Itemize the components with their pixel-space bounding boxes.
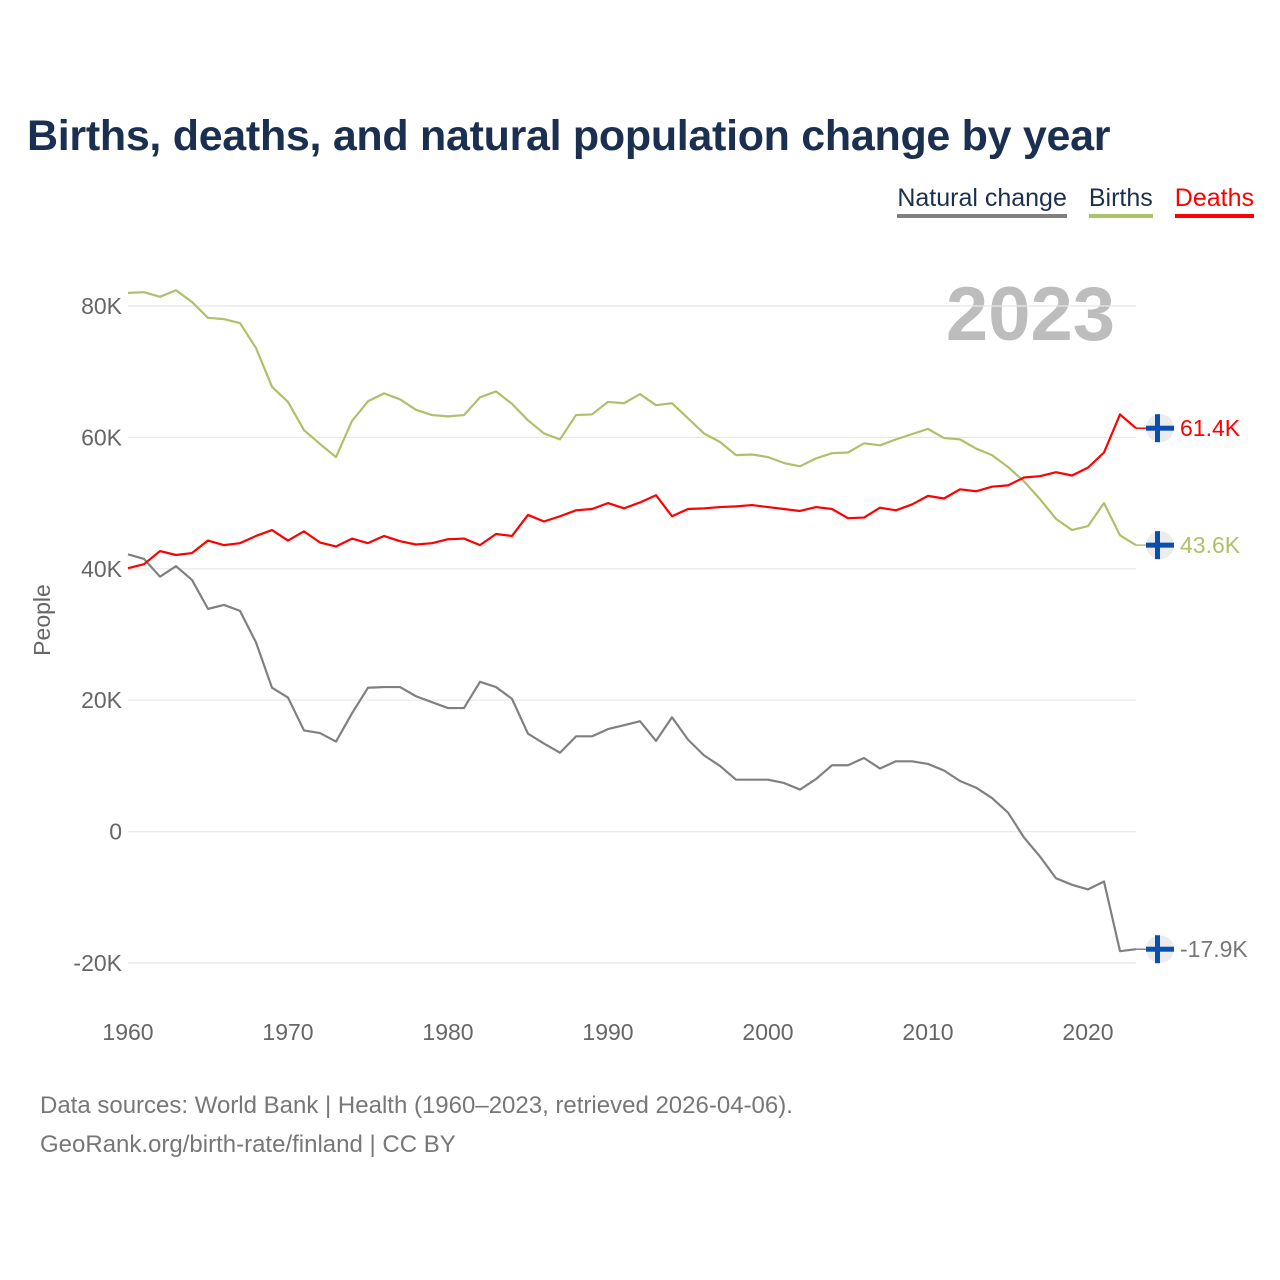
series-line-births — [127, 289, 1137, 547]
attribution-link[interactable]: GeoRank.org/birth-rate/finland | CC BY — [40, 1131, 456, 1158]
legend-natural-change[interactable]: Natural change — [897, 184, 1067, 218]
legend-deaths[interactable]: Deaths — [1174, 184, 1254, 218]
y-tick-label: 0 — [109, 819, 122, 845]
series-line-deaths — [127, 413, 1137, 570]
finland-flag-cross-v — [1155, 414, 1160, 443]
legend: Natural change Births Deaths — [897, 184, 1254, 218]
data-source-note: Data sources: World Bank | Health (1960–… — [40, 1092, 793, 1119]
x-tick-label: 1980 — [422, 1019, 473, 1045]
legend-births[interactable]: Births — [1088, 184, 1153, 218]
year-watermark: 2023 — [946, 272, 1115, 357]
y-tick-label: 40K — [81, 556, 123, 582]
x-tick-label: 1960 — [102, 1019, 153, 1045]
end-value-label: 61.4K — [1180, 415, 1241, 441]
x-tick-label: 1970 — [262, 1019, 313, 1045]
y-tick-label: -20K — [73, 950, 122, 976]
series-line-natural-change — [127, 553, 1137, 953]
chart-title: Births, deaths, and natural population c… — [27, 112, 1111, 160]
end-value-label: -17.9K — [1180, 936, 1248, 962]
x-tick-label: 1990 — [582, 1019, 633, 1045]
x-tick-label: 2010 — [902, 1019, 953, 1045]
end-value-label: 43.6K — [1180, 532, 1241, 558]
finland-flag-cross-v — [1155, 935, 1160, 964]
x-tick-label: 2020 — [1062, 1019, 1113, 1045]
y-tick-label: 60K — [81, 424, 123, 450]
y-tick-label: 80K — [81, 293, 123, 319]
finland-flag-cross-v — [1155, 531, 1160, 560]
y-tick-label: 20K — [81, 687, 123, 713]
x-tick-label: 2000 — [742, 1019, 793, 1045]
footer: Data sources: World Bank | Health (1960–… — [40, 1086, 793, 1164]
y-axis-label: People — [29, 584, 55, 656]
